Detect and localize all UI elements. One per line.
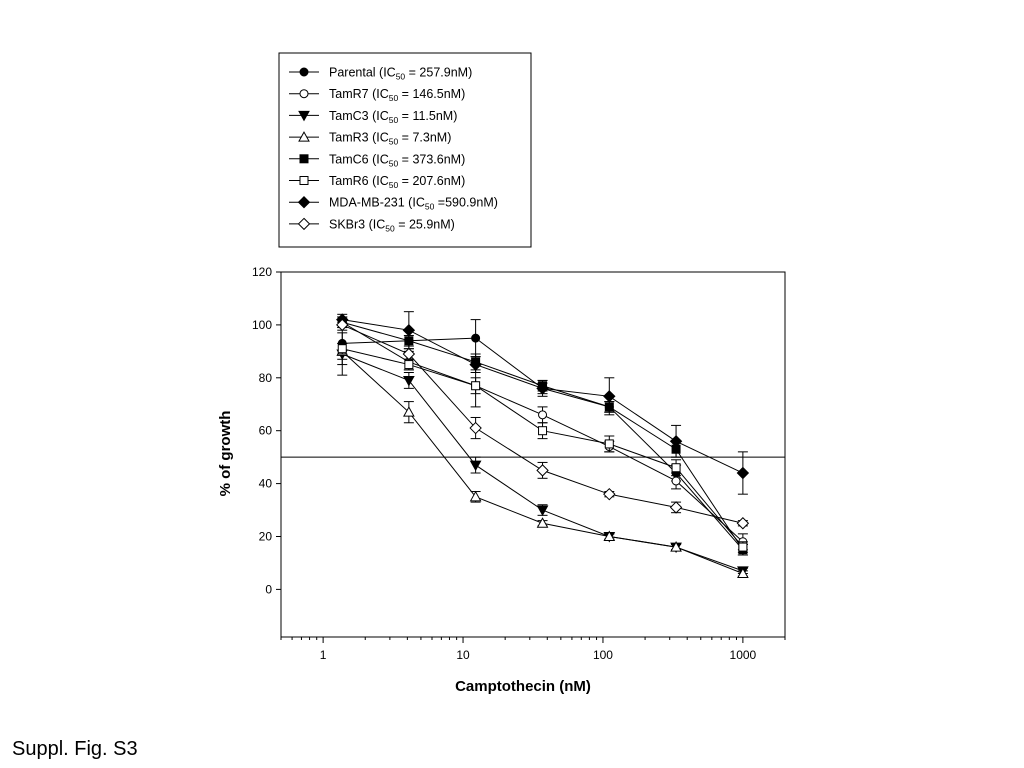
data-point	[671, 463, 681, 473]
series-tamr3	[336, 342, 749, 579]
data-point	[403, 375, 415, 387]
data-point	[738, 542, 748, 552]
plot-area	[281, 311, 785, 579]
legend-item-tamr3: TamR3 (IC50 = 7.3nM)	[289, 131, 451, 147]
data-point	[671, 476, 681, 486]
data-point	[536, 505, 549, 517]
legend-label: TamC3 (IC50 = 11.5nM)	[329, 109, 457, 125]
legend-marker	[299, 67, 309, 77]
legend-label: TamR3 (IC50 = 7.3nM)	[329, 131, 451, 147]
legend-item-tamr6: TamR6 (IC50 = 207.6nM)	[289, 174, 465, 190]
legend-item-parental: Parental (IC50 = 257.9nM)	[289, 66, 472, 82]
data-point	[337, 344, 347, 354]
data-point	[536, 464, 549, 477]
x-tick-label: 100	[593, 648, 613, 662]
legend-label: TamC6 (IC50 = 373.6nM)	[329, 152, 465, 168]
legend-marker	[299, 89, 309, 99]
data-point	[603, 487, 616, 501]
y-axis-title: % of growth	[217, 411, 234, 497]
x-tick-label: 1000	[730, 648, 757, 662]
legend-label: Parental (IC50 = 257.9nM)	[329, 66, 472, 82]
data-point	[471, 333, 481, 343]
legend-marker	[297, 195, 311, 209]
data-point	[404, 360, 414, 370]
data-point	[736, 517, 750, 530]
data-point	[670, 541, 682, 552]
legend-label: TamR7 (IC50 = 146.5nM)	[329, 87, 465, 103]
data-point	[471, 381, 481, 391]
y-tick-label: 100	[252, 318, 272, 332]
legend-marker	[298, 110, 310, 122]
data-point	[536, 382, 549, 395]
data-point	[538, 426, 548, 436]
series-skbr3	[336, 318, 750, 530]
x-tick-label: 1	[320, 648, 327, 662]
y-tick-label: 40	[259, 477, 273, 491]
legend-marker	[299, 154, 309, 164]
dose-response-chart: Parental (IC50 = 257.9nM) TamR7 (IC50 = 1…	[217, 52, 786, 695]
data-point	[604, 439, 614, 449]
legend-label: TamR6 (IC50 = 207.6nM)	[329, 174, 465, 190]
data-point	[669, 435, 683, 448]
legend-box	[278, 52, 532, 248]
y-tick-label: 0	[265, 582, 272, 596]
data-point	[736, 466, 750, 480]
data-point	[469, 460, 482, 472]
legend-item-tamc6: TamC6 (IC50 = 373.6nM)	[289, 152, 465, 168]
legend-label: SKBr3 (IC50 = 25.9nM)	[329, 217, 455, 233]
legend-item-tamr7: TamR7 (IC50 = 146.5nM)	[289, 87, 465, 103]
legend-marker	[297, 217, 311, 231]
data-point	[336, 318, 349, 332]
legend-marker	[299, 176, 309, 185]
legend-marker	[298, 131, 310, 142]
data-point	[469, 490, 482, 502]
y-tick-label: 60	[259, 424, 273, 438]
data-point	[603, 530, 616, 541]
figure-caption: Suppl. Fig. S3	[12, 738, 138, 760]
data-point	[669, 501, 683, 514]
plot-frame	[280, 271, 786, 638]
x-tick-label: 10	[456, 648, 470, 662]
legend-item-mda-mb-231: MDA-MB-231 (IC50 =590.9nM)	[289, 196, 498, 212]
data-point	[403, 406, 415, 417]
y-tick-label: 80	[259, 371, 273, 385]
data-point	[402, 347, 416, 361]
data-point	[469, 358, 482, 371]
legend: Parental (IC50 = 257.9nM) TamR7 (IC50 = 1…	[278, 52, 532, 248]
legend-item-tamc3: TamC3 (IC50 = 11.5nM)	[289, 109, 457, 125]
data-point	[402, 323, 416, 337]
data-point	[536, 517, 549, 528]
series-mda-mb-231	[336, 311, 750, 495]
data-point	[469, 421, 482, 435]
y-tick-label: 20	[259, 529, 273, 543]
series-tamc3	[336, 332, 749, 577]
series-tamr6	[337, 342, 748, 553]
data-point	[737, 567, 749, 579]
y-tick-label: 120	[252, 265, 272, 279]
legend-label: MDA-MB-231 (IC50 =590.9nM)	[329, 196, 498, 212]
x-axis-title: Camptothecin (nM)	[455, 678, 591, 695]
legend-item-skbr3: SKBr3 (IC50 = 25.9nM)	[289, 217, 455, 233]
data-point	[538, 410, 548, 420]
data-point	[603, 390, 616, 403]
